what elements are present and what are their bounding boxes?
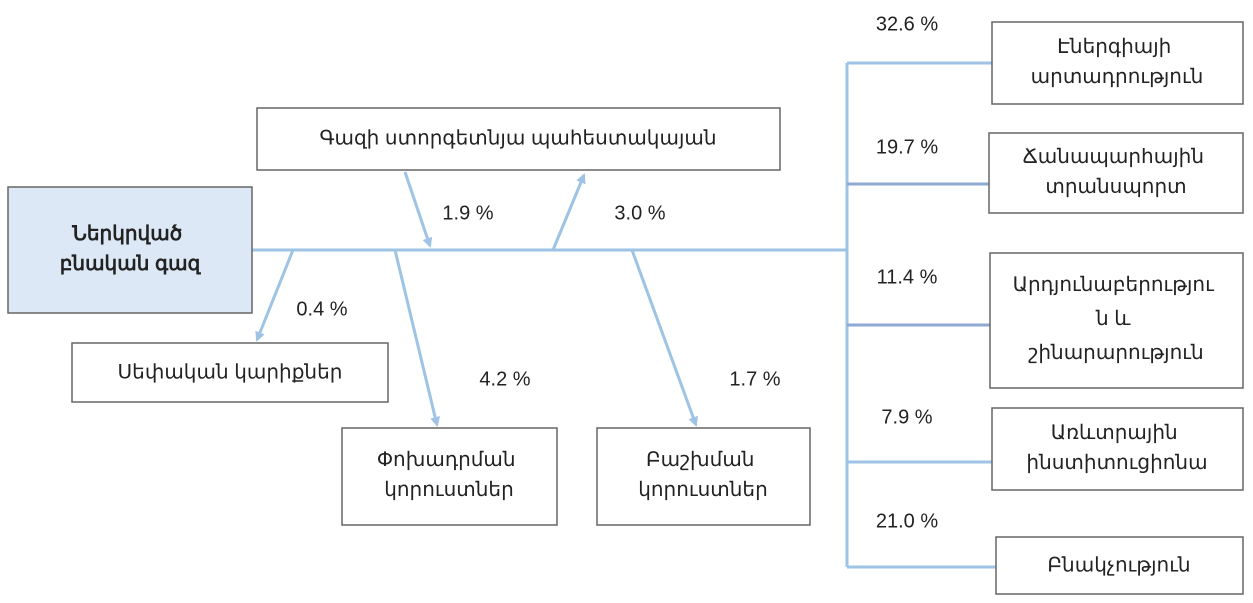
- arrow: [403, 171, 433, 248]
- node-label: Արդյունաբերությու ն և շինարարություն: [1013, 274, 1220, 364]
- label-line: ինստիտուցիոնա: [1026, 452, 1207, 474]
- arrow: [630, 249, 698, 427]
- label-line: Բաշխման: [646, 449, 755, 471]
- flow-label: 11.4 %: [877, 266, 938, 288]
- label-line: շինարարություն: [1028, 342, 1203, 364]
- flow-label: 3.0 %: [614, 202, 665, 224]
- flow-label: 1.7 %: [729, 368, 780, 390]
- source-box: [7, 186, 253, 314]
- label-line: արտադրություն: [1031, 66, 1204, 88]
- label-line: Փոխադրման: [377, 449, 516, 471]
- node-label: Առևտրային ինստիտուցիոնա: [1026, 422, 1207, 474]
- flow-label: 7.9 %: [881, 406, 932, 428]
- label-line: Ներկրված: [71, 223, 182, 245]
- flow-label: 21.0 %: [876, 510, 938, 532]
- label-line: ն և: [1095, 308, 1131, 330]
- node-label: Բնակչություն: [1047, 554, 1190, 576]
- flow-label: 0.4 %: [296, 298, 347, 320]
- source-label: Ներկրված բնական գազ: [60, 223, 202, 275]
- node-box: [596, 427, 811, 526]
- node-box: [991, 407, 1244, 491]
- flow-label: 1.9 %: [442, 202, 493, 224]
- label-line: Էներգիայի: [1057, 36, 1171, 58]
- label-line: բնական գազ: [60, 253, 202, 275]
- node-box: [989, 252, 1244, 389]
- node-label: Գազի ստորգետնյա պահեստակայան: [319, 127, 716, 149]
- label-line: տրանսպորտ: [1045, 176, 1186, 198]
- flow-labels: 1.9 % 3.0 % 0.4 % 4.2 % 1.7 % 32.6 % 19.…: [296, 13, 938, 532]
- flow-label: 4.2 %: [479, 368, 530, 390]
- connectors: [252, 61, 996, 569]
- label-line: Արդյունաբերությու: [1013, 274, 1214, 296]
- node-box: [256, 107, 781, 171]
- label-line: Առևտրային: [1051, 422, 1178, 444]
- arrow: [255, 249, 295, 342]
- label-line: կորուստներ: [638, 479, 768, 501]
- arrow: [551, 173, 586, 251]
- flow-label: 32.6 %: [876, 13, 938, 35]
- node-label: Փոխադրման կորուստներ: [377, 449, 521, 501]
- flow-label: 19.7 %: [876, 136, 938, 158]
- node-box: [341, 427, 558, 526]
- node-box: [71, 342, 389, 403]
- label-line: կորուստներ: [384, 479, 514, 501]
- node-box: [988, 132, 1244, 214]
- node-box: [995, 536, 1244, 595]
- node-box: [991, 21, 1244, 105]
- node-label: Էներգիայի արտադրություն: [1031, 36, 1204, 88]
- node-label: Ճանապարհային տրանսպորտ: [1022, 146, 1209, 198]
- node-label: Սեփական կարիքներ: [118, 361, 343, 383]
- label-line: Ճանապարհային: [1022, 146, 1204, 168]
- arrow: [393, 249, 440, 427]
- node-label: Բաշխման կորուստներ: [638, 449, 768, 501]
